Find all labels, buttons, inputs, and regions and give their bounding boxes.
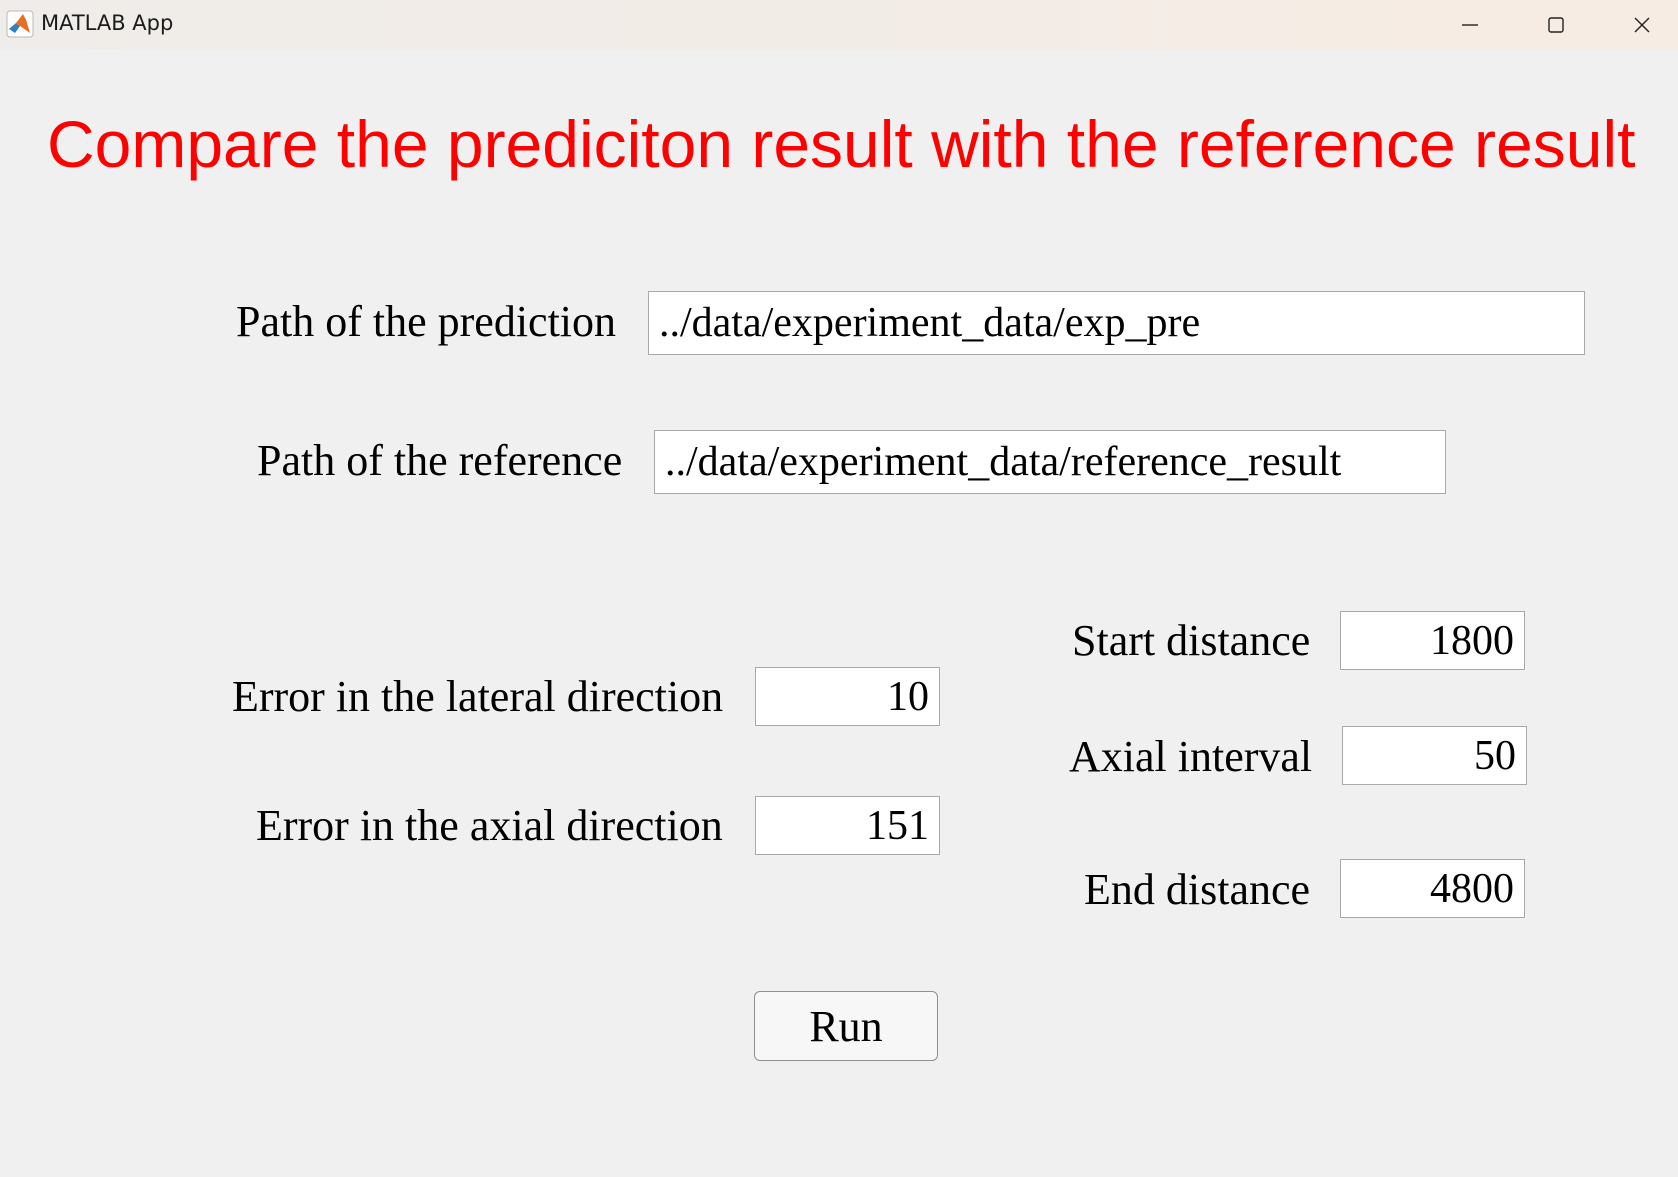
end-distance-label: End distance: [1084, 865, 1311, 914]
window-title: MATLAB App: [41, 11, 174, 35]
axial-interval-input[interactable]: [1342, 726, 1527, 785]
end-distance-input[interactable]: [1340, 859, 1525, 918]
minimize-icon: [1461, 16, 1479, 34]
prediction-path-label: Path of the prediction: [236, 297, 617, 346]
title-bar: MATLAB App: [0, 0, 1678, 50]
close-button[interactable]: [1600, 0, 1678, 50]
start-distance-input[interactable]: [1340, 611, 1525, 670]
maximize-button[interactable]: [1514, 0, 1598, 50]
maximize-icon: [1547, 16, 1565, 34]
run-button[interactable]: Run: [754, 991, 938, 1061]
reference-path-input[interactable]: [654, 430, 1446, 494]
minimize-button[interactable]: [1428, 0, 1512, 50]
axial-interval-label: Axial interval: [1069, 732, 1313, 781]
reference-path-label: Path of the reference: [257, 436, 623, 485]
page-title: Compare the prediciton result with the r…: [47, 107, 1636, 181]
lateral-error-input[interactable]: [755, 667, 940, 726]
lateral-error-label: Error in the lateral direction: [232, 672, 724, 721]
matlab-logo-icon: [6, 10, 34, 38]
start-distance-label: Start distance: [1072, 616, 1311, 665]
axial-error-label: Error in the axial direction: [256, 801, 723, 850]
close-icon: [1633, 16, 1651, 34]
axial-error-input[interactable]: [755, 796, 940, 855]
prediction-path-input[interactable]: [648, 291, 1585, 355]
